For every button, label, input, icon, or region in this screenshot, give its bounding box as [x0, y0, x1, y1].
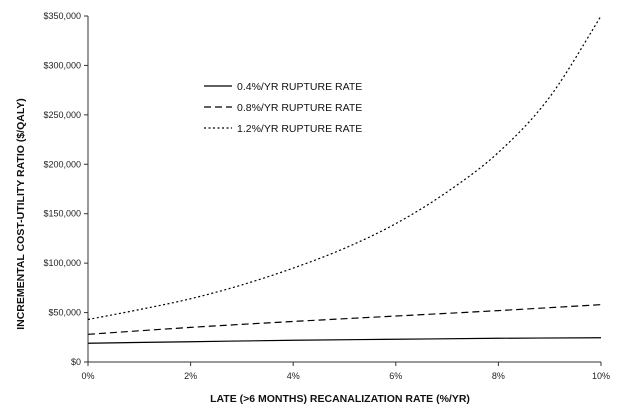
series-line-1 — [87, 337, 602, 344]
x-tick-label: 4% — [287, 371, 300, 381]
y-tick-label: $50,000 — [48, 308, 81, 318]
x-tick-label: 0% — [81, 371, 94, 381]
x-tick-label: 2% — [184, 371, 197, 381]
y-tick-label: $250,000 — [43, 110, 81, 120]
y-tick-label: $0 — [71, 357, 81, 367]
series-line-2 — [87, 304, 602, 335]
x-tick-label: 6% — [389, 371, 402, 381]
y-tick-label: $350,000 — [43, 11, 81, 21]
x-tick-label: 8% — [492, 371, 505, 381]
legend: 0.4%/YR RUPTURE RATE 0.8%/YR RUPTURE RATE… — [204, 81, 362, 135]
legend-label-2: 0.8%/YR RUPTURE RATE — [237, 102, 362, 114]
y-tick-label: $300,000 — [43, 60, 81, 70]
x-tick-label: 10% — [592, 371, 610, 381]
legend-label-1: 0.4%/YR RUPTURE RATE — [237, 81, 362, 93]
y-tick-label: $100,000 — [43, 258, 81, 268]
plot-area — [87, 15, 602, 344]
series-line-3 — [87, 15, 602, 321]
y-axis: $0 $50,000 $100,000 $150,000 $200,000 $250,00… — [43, 11, 89, 367]
y-axis-title: INCREMENTAL COST-UTILITY RATIO ($/QALY) — [15, 98, 27, 330]
legend-label-3: 1.2%/YR RUPTURE RATE — [237, 123, 362, 135]
y-tick-label: $150,000 — [43, 209, 81, 219]
y-tick-label: $200,000 — [43, 159, 81, 169]
x-axis: 0% 2% 4% 6% 8% 10% — [81, 361, 610, 381]
x-axis-title: LATE (>6 MONTHS) RECANALIZATION RATE (%/… — [210, 393, 470, 405]
